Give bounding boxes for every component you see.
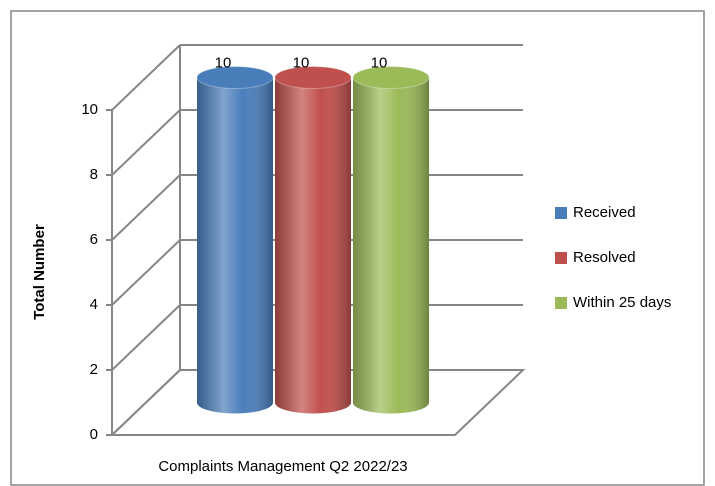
legend-label: Within 25 days <box>573 294 671 311</box>
cylinder <box>196 66 274 414</box>
grid-line <box>111 239 181 306</box>
y-tick-label: 6 <box>90 231 98 248</box>
grid-line <box>111 109 181 176</box>
legend-swatch <box>555 207 567 219</box>
legend-swatch <box>555 297 567 309</box>
bar-shading <box>275 77 351 414</box>
x-axis-label: Complaints Management Q2 2022/23 <box>158 458 407 475</box>
y-axis-label: Total Number <box>31 224 48 320</box>
chart-border <box>10 10 705 486</box>
legend-swatch <box>555 252 567 264</box>
grid-line <box>111 304 181 371</box>
bar-shading <box>197 77 273 414</box>
y-tick-label: 2 <box>90 361 98 378</box>
bar-top <box>274 66 352 89</box>
grid-line <box>111 174 181 241</box>
y-tick-label: 10 <box>81 101 98 118</box>
y-tick-label: 0 <box>90 426 98 443</box>
bar-top <box>352 66 430 89</box>
bar-shading <box>353 77 429 414</box>
data-label: 10 <box>215 54 232 71</box>
grid-line <box>111 44 181 111</box>
legend-label: Received <box>573 204 636 221</box>
cylinder <box>352 66 430 414</box>
data-label: 10 <box>293 54 310 71</box>
y-tick-label: 4 <box>90 296 98 313</box>
data-label: 10 <box>371 54 388 71</box>
bar-top <box>196 66 274 89</box>
cylinder <box>274 66 352 414</box>
grid-line <box>111 369 181 436</box>
legend-label: Resolved <box>573 249 636 266</box>
y-tick-label: 8 <box>90 166 98 183</box>
